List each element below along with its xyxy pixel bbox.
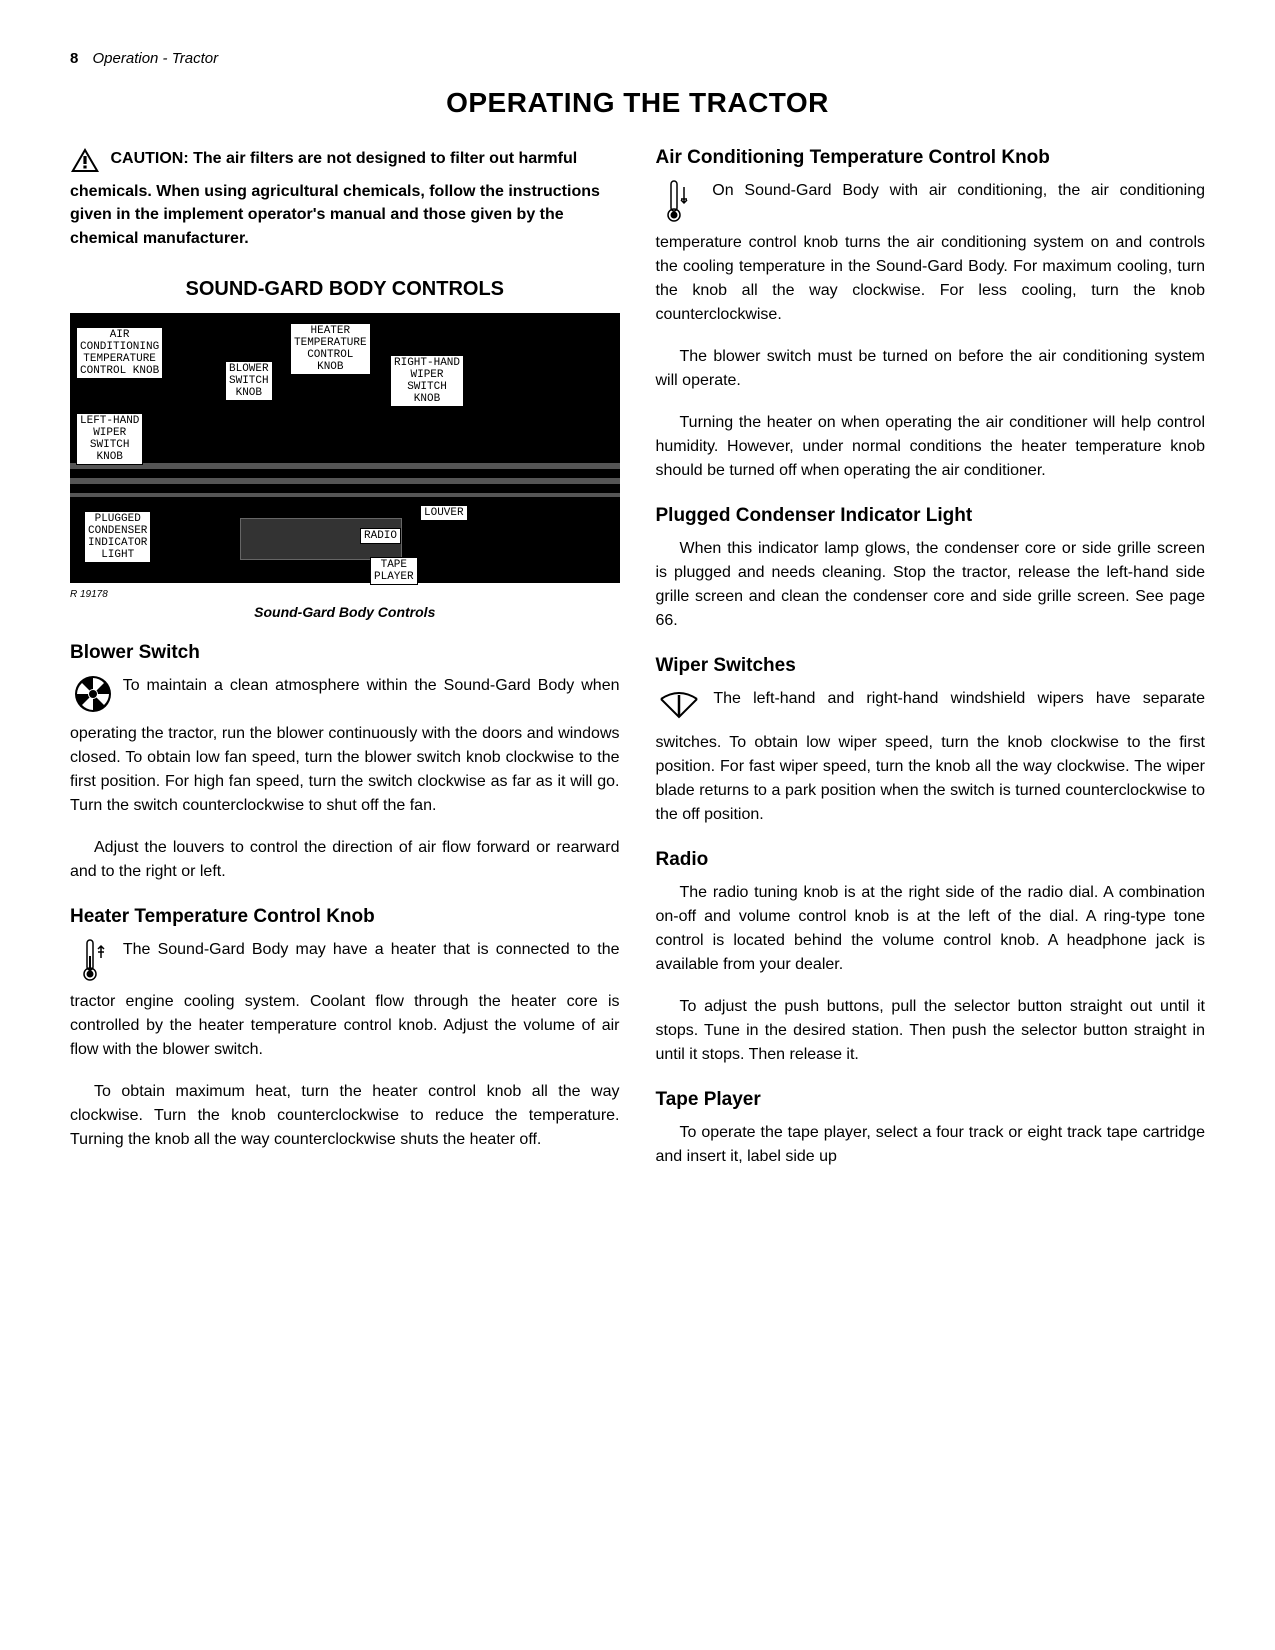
diagram-label-rh-wiper: RIGHT-HAND WIPER SWITCH KNOB bbox=[390, 355, 464, 407]
tape-p1: To operate the tape player, select a fou… bbox=[656, 1121, 1206, 1169]
ac-heading: Air Conditioning Temperature Control Kno… bbox=[656, 147, 1206, 169]
diagram-label-radio: RADIO bbox=[360, 528, 401, 544]
heater-p1-text: The Sound-Gard Body may have a heater th… bbox=[70, 941, 620, 1058]
tape-heading: Tape Player bbox=[656, 1089, 1206, 1111]
plugged-heading: Plugged Condenser Indicator Light bbox=[656, 505, 1206, 527]
left-column: CAUTION: The air filters are not designe… bbox=[70, 147, 620, 1187]
thermometer-down-icon bbox=[656, 179, 702, 231]
heater-heading: Heater Temperature Control Knob bbox=[70, 906, 620, 928]
figure-reference: R 19178 bbox=[70, 589, 620, 600]
plugged-p1: When this indicator lamp glows, the cond… bbox=[656, 537, 1206, 633]
right-column: Air Conditioning Temperature Control Kno… bbox=[656, 147, 1206, 1187]
blower-p1-text: To maintain a clean atmosphere within th… bbox=[70, 677, 620, 814]
radio-heading: Radio bbox=[656, 849, 1206, 871]
diagram-label-lh-wiper: LEFT-HAND WIPER SWITCH KNOB bbox=[76, 413, 143, 465]
page-header: 8 Operation - Tractor bbox=[70, 50, 1205, 67]
section-breadcrumb: Operation - Tractor bbox=[93, 50, 219, 67]
thermometer-up-icon bbox=[70, 938, 116, 990]
two-column-layout: CAUTION: The air filters are not designe… bbox=[70, 147, 1205, 1187]
wiper-p1: The left-hand and right-hand windshield … bbox=[656, 687, 1206, 827]
diagram-label-blower: BLOWER SWITCH KNOB bbox=[225, 361, 273, 401]
ac-p1-text: On Sound-Gard Body with air conditioning… bbox=[656, 182, 1206, 323]
diagram-label-louver: LOUVER bbox=[420, 505, 468, 521]
blower-switch-p1: To maintain a clean atmosphere within th… bbox=[70, 674, 620, 818]
wiper-heading: Wiper Switches bbox=[656, 655, 1206, 677]
diagram-label-tape: TAPE PLAYER bbox=[370, 557, 418, 585]
diagram-label-plugged: PLUGGED CONDENSER INDICATOR LIGHT bbox=[84, 511, 151, 563]
ac-p3: Turning the heater on when operating the… bbox=[656, 411, 1206, 483]
radio-p2: To adjust the push buttons, pull the sel… bbox=[656, 995, 1206, 1067]
manual-page: 8 Operation - Tractor OPERATING THE TRAC… bbox=[0, 0, 1275, 1650]
fan-icon bbox=[70, 674, 116, 722]
caution-block: CAUTION: The air filters are not designe… bbox=[70, 147, 620, 250]
diagram-label-ac-temp: AIR CONDITIONING TEMPERATURE CONTROL KNO… bbox=[76, 327, 163, 379]
diagram-label-heater-temp: HEATER TEMPERATURE CONTROL KNOB bbox=[290, 323, 371, 375]
figure-title: SOUND-GARD BODY CONTROLS bbox=[70, 278, 620, 301]
heater-p2: To obtain maximum heat, turn the heater … bbox=[70, 1080, 620, 1152]
blower-switch-p2: Adjust the louvers to control the direct… bbox=[70, 836, 620, 884]
blower-switch-heading: Blower Switch bbox=[70, 642, 620, 664]
caution-text: CAUTION: The air filters are not designe… bbox=[70, 150, 600, 247]
page-title: OPERATING THE TRACTOR bbox=[70, 87, 1205, 119]
ac-p2: The blower switch must be turned on befo… bbox=[656, 345, 1206, 393]
radio-p1: The radio tuning knob is at the right si… bbox=[656, 881, 1206, 977]
figure-caption: Sound-Gard Body Controls bbox=[70, 604, 620, 620]
heater-p1: The Sound-Gard Body may have a heater th… bbox=[70, 938, 620, 1062]
wiper-p1-text: The left-hand and right-hand windshield … bbox=[656, 690, 1206, 823]
page-number: 8 bbox=[70, 50, 78, 67]
ac-p1: On Sound-Gard Body with air conditioning… bbox=[656, 179, 1206, 327]
wiper-icon bbox=[656, 687, 702, 731]
controls-diagram: AIR CONDITIONING TEMPERATURE CONTROL KNO… bbox=[70, 313, 620, 583]
warning-triangle-icon bbox=[70, 147, 100, 180]
